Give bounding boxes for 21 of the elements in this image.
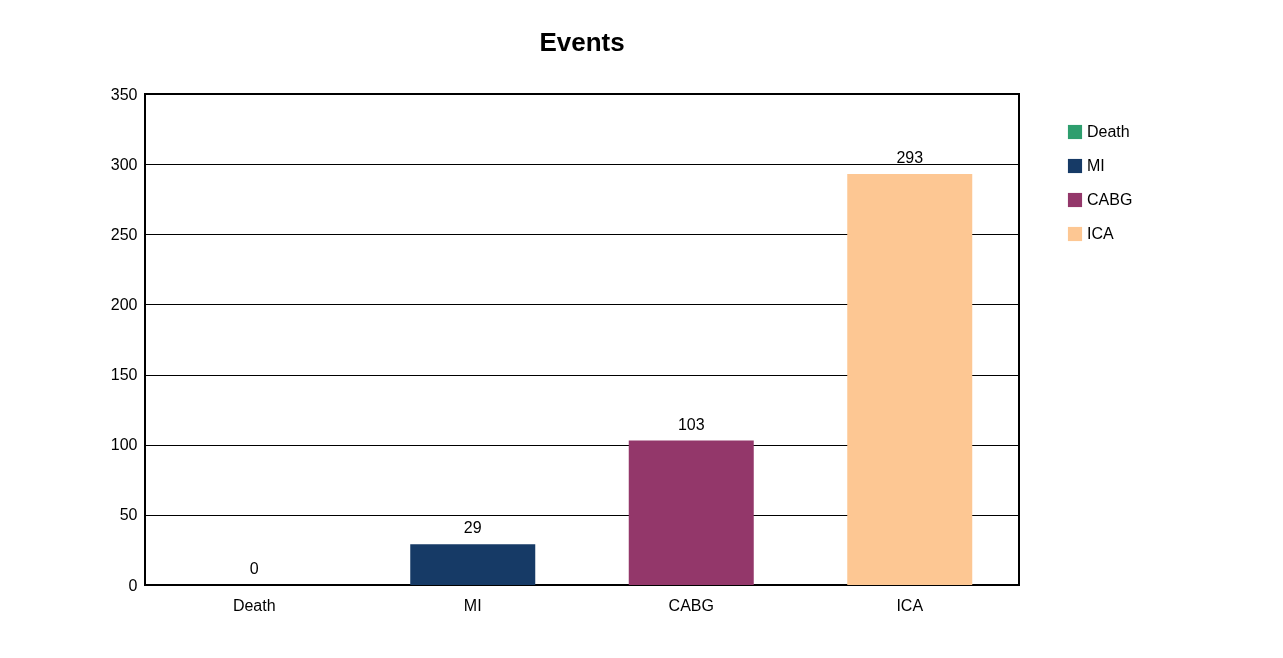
legend-label: MI: [1087, 157, 1105, 174]
x-tick-label: Death: [232, 596, 276, 614]
y-tick-label: 0: [128, 576, 138, 594]
data-label: 29: [463, 519, 482, 537]
data-label: 103: [677, 415, 705, 433]
x-tick-label: ICA: [896, 596, 924, 614]
y-tick-label: 350: [110, 85, 138, 103]
y-tick-label: 200: [110, 295, 138, 313]
x-tick-label: MI: [463, 596, 482, 614]
x-tick-label: CABG: [668, 596, 714, 614]
legend-label: CABG: [1087, 191, 1133, 208]
legend-label: ICA: [1087, 225, 1114, 242]
y-tick-label: 50: [119, 506, 138, 524]
y-tick-label: 250: [110, 225, 138, 243]
y-tick-label: 150: [110, 366, 138, 384]
data-label: 0: [249, 560, 259, 577]
legend-label: Death: [1087, 123, 1130, 140]
y-tick-label: 300: [110, 155, 138, 173]
y-tick-label: 100: [110, 436, 138, 454]
data-label: 293: [896, 148, 924, 166]
chart-title: Events: [539, 27, 625, 57]
